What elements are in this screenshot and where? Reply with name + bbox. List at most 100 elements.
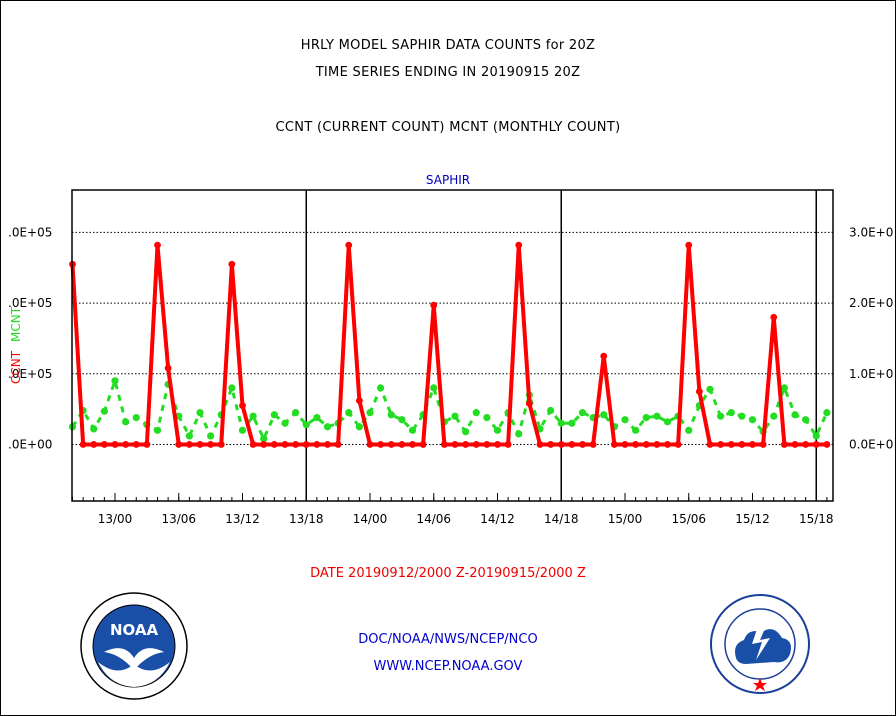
x-tick-label: 13/00 <box>98 512 133 526</box>
ccnt-point <box>812 441 820 448</box>
mcnt-point <box>111 377 119 385</box>
mcnt-point <box>355 423 363 431</box>
ccnt-point <box>355 397 363 405</box>
ccnt-point <box>90 441 98 448</box>
mcnt-point <box>663 418 672 426</box>
mcnt-point <box>430 384 438 392</box>
ccnt-point <box>642 441 650 448</box>
mcnt-point <box>621 416 629 424</box>
x-tick-label: 14/12 <box>480 512 515 526</box>
mcnt-point <box>153 426 162 434</box>
ccnt-point <box>610 441 618 448</box>
ccnt-point <box>345 241 353 249</box>
mcnt-point <box>557 419 565 427</box>
mcnt-point <box>823 409 831 417</box>
ccnt-point <box>706 441 714 448</box>
ccnt-point <box>313 441 321 448</box>
ccnt-point <box>451 441 459 448</box>
ccnt-point <box>632 441 640 448</box>
mcnt-point <box>780 384 788 392</box>
website-link[interactable]: WWW.NCEP.NOAA.GOV <box>373 659 523 674</box>
ccnt-point <box>525 400 533 407</box>
ccnt-point <box>579 441 586 448</box>
mcnt-point <box>366 409 374 417</box>
mcnt-point <box>748 416 757 424</box>
ccnt-point <box>780 441 788 448</box>
mcnt-point <box>706 385 714 393</box>
mcnt-point <box>207 432 215 440</box>
mcnt-point <box>90 425 98 433</box>
mcnt-point <box>812 432 820 440</box>
national-weather-service-logo-icon <box>710 594 810 694</box>
ccnt-point <box>664 441 671 448</box>
ccnt-point <box>228 260 236 268</box>
ccnt-point <box>334 441 342 448</box>
x-axis-ticks: 13/00 13/06 13/12 13/18 14/00 14/06 14/12 14/18… <box>72 493 834 526</box>
mcnt-point <box>483 413 491 422</box>
ccnt-point <box>600 352 608 360</box>
mcnt-point <box>600 411 608 419</box>
mcnt-point <box>387 411 395 419</box>
ylabel-ccnt: CCNT <box>9 350 23 384</box>
ccnt-point <box>494 441 501 448</box>
mcnt-point <box>632 426 640 434</box>
ccnt-point <box>419 441 427 448</box>
x-tick-label: 15/12 <box>735 512 770 526</box>
ccnt-point <box>791 441 799 448</box>
mcnt-point <box>196 409 204 417</box>
ccnt-point <box>749 441 756 448</box>
ccnt-point <box>154 241 161 249</box>
mcnt-point <box>313 413 321 422</box>
ccnt-point <box>462 441 470 448</box>
noaa-logo-icon: NOAA <box>80 592 188 700</box>
ccnt-point <box>440 441 448 448</box>
mcnt-point <box>228 384 236 392</box>
ccnt-point <box>674 441 682 448</box>
ccnt-point <box>239 402 246 409</box>
ccnt-point <box>281 441 289 448</box>
mcnt-point <box>770 412 778 420</box>
ccnt-point <box>621 441 629 448</box>
mcnt-point <box>260 435 268 443</box>
x-tick-label: 14/00 <box>353 512 388 526</box>
ccnt-point <box>143 441 151 448</box>
ccnt-point <box>398 441 406 448</box>
ccnt-series <box>69 241 831 448</box>
ccnt-point <box>589 441 597 448</box>
title-line-3: CCNT (CURRENT COUNT) MCNT (MONTHLY COUNT… <box>275 120 621 135</box>
ccnt-point <box>472 441 480 448</box>
ccnt-point <box>557 441 565 448</box>
mcnt-series <box>68 377 831 443</box>
ccnt-point <box>695 388 703 395</box>
ccnt-point <box>377 441 385 448</box>
y-tick-label-left: .0E+05 <box>8 296 52 310</box>
x-tick-label: 15/18 <box>799 512 834 526</box>
mcnt-point <box>451 412 459 420</box>
ccnt-point <box>366 441 374 448</box>
ccnt-point <box>547 441 555 448</box>
ccnt-point <box>409 441 416 448</box>
mcnt-point <box>302 421 310 429</box>
mcnt-point <box>408 426 417 434</box>
ccnt-point <box>132 441 140 448</box>
x-tick-label: 13/12 <box>225 512 260 526</box>
plot-border <box>71 189 834 502</box>
mcnt-point <box>472 409 480 417</box>
date-range-label: DATE 20190912/2000 Z-20190915/2000 Z <box>310 566 586 581</box>
x-tick-label: 14/18 <box>544 512 579 526</box>
mcnt-point <box>717 412 725 420</box>
ccnt-line <box>70 243 827 447</box>
ccnt-point <box>122 441 130 448</box>
mcnt-point <box>642 413 650 422</box>
ccnt-point <box>430 301 438 309</box>
ccnt-point <box>164 364 172 372</box>
y-tick-label-right: 0.0E+0 <box>849 437 893 451</box>
y-tick-label-right: 3.0E+0 <box>849 225 893 239</box>
ccnt-point <box>79 441 87 448</box>
mcnt-point <box>515 430 523 438</box>
mcnt-point <box>281 419 289 427</box>
ccnt-point <box>727 441 735 448</box>
ccnt-point <box>302 441 310 448</box>
x-tick-label: 13/06 <box>161 512 196 526</box>
